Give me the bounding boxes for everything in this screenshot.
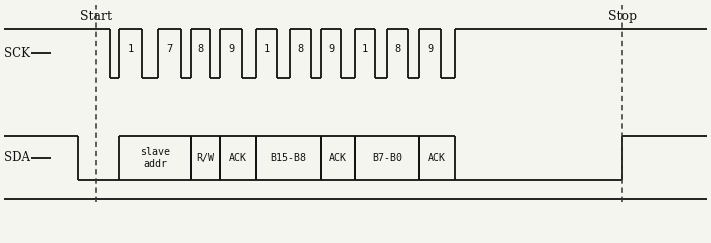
Text: 8: 8 bbox=[395, 43, 401, 54]
Text: 9: 9 bbox=[427, 43, 433, 54]
Text: 1: 1 bbox=[362, 43, 368, 54]
Text: R/W: R/W bbox=[196, 153, 215, 163]
Text: 8: 8 bbox=[198, 43, 203, 54]
Text: 9: 9 bbox=[328, 43, 334, 54]
Text: 7: 7 bbox=[166, 43, 173, 54]
Text: ACK: ACK bbox=[229, 153, 247, 163]
Text: 1: 1 bbox=[128, 43, 134, 54]
Text: B15-B8: B15-B8 bbox=[271, 153, 306, 163]
Text: SDA: SDA bbox=[4, 151, 30, 165]
Text: 1: 1 bbox=[264, 43, 269, 54]
Text: slave
addr: slave addr bbox=[140, 147, 170, 169]
Text: Start: Start bbox=[80, 10, 112, 23]
Text: 9: 9 bbox=[228, 43, 234, 54]
Text: B7-B0: B7-B0 bbox=[372, 153, 402, 163]
Text: SCK: SCK bbox=[4, 47, 30, 60]
Text: Stop: Stop bbox=[608, 10, 636, 23]
Text: ACK: ACK bbox=[329, 153, 347, 163]
Text: ACK: ACK bbox=[428, 153, 447, 163]
Text: 8: 8 bbox=[298, 43, 304, 54]
